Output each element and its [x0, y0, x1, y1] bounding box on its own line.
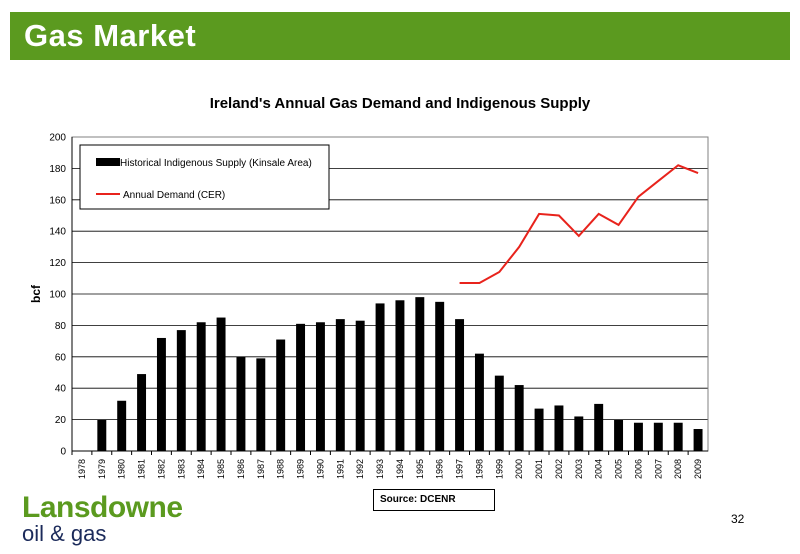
bar: [375, 303, 385, 451]
y-tick-label: 60: [55, 352, 67, 363]
bar: [534, 408, 544, 451]
bar: [415, 297, 425, 451]
demand-line: [459, 164, 699, 285]
bar: [97, 419, 107, 451]
bar: [196, 322, 206, 451]
x-tick-label: 1999: [494, 459, 504, 479]
y-tick-label: 180: [49, 164, 66, 175]
x-tick-label: 1994: [395, 459, 405, 479]
company-logo: Lansdowne oil & gas: [22, 493, 183, 545]
bar: [594, 403, 604, 451]
x-tick-label: 2008: [673, 459, 683, 479]
bar: [653, 422, 663, 451]
y-tick-label: 200: [49, 133, 66, 144]
bar: [236, 356, 246, 451]
x-tick-label: 1982: [156, 459, 166, 479]
x-tick-label: 2001: [534, 459, 544, 479]
y-tick-label: 160: [49, 195, 66, 206]
bar: [335, 319, 345, 451]
bar: [395, 300, 405, 451]
bar: [176, 330, 186, 451]
x-tick-label: 1997: [455, 459, 465, 479]
x-tick-label: 2000: [514, 459, 524, 479]
bar: [216, 317, 226, 451]
x-tick-label: 2002: [554, 459, 564, 479]
x-tick-label: 2003: [574, 459, 584, 479]
x-tick-label: 1981: [137, 459, 147, 479]
x-tick-label: 1983: [176, 459, 186, 479]
x-tick-label: 1986: [236, 459, 246, 479]
bar: [455, 319, 465, 451]
chart-title: Ireland's Annual Gas Demand and Indigeno…: [209, 95, 591, 112]
x-tick-label: 1980: [117, 459, 127, 479]
bar: [156, 337, 166, 451]
bar: [494, 375, 504, 451]
page-number: 32: [731, 512, 745, 526]
x-tick-label: 1998: [474, 459, 484, 479]
legend-label-demand: Annual Demand (CER): [123, 190, 225, 201]
x-tick-label: 1990: [315, 459, 325, 479]
x-tick-label: 1995: [415, 459, 425, 479]
x-tick-label: 2004: [594, 459, 604, 479]
bar: [137, 374, 147, 451]
x-tick-label: 1985: [216, 459, 226, 479]
x-tick-label: 2007: [653, 459, 663, 479]
bar: [574, 416, 584, 451]
x-tick-label: 1992: [355, 459, 365, 479]
logo-subtitle: oil & gas: [22, 521, 107, 546]
x-tick-label: 1984: [196, 459, 206, 479]
source-label: Source: DCENR: [373, 489, 495, 511]
bar: [693, 429, 703, 451]
bar: [276, 339, 286, 451]
y-tick-label: 140: [49, 227, 66, 238]
x-tick-label: 1989: [296, 459, 306, 479]
page-title: Gas Market: [24, 18, 197, 53]
y-tick-label: 120: [49, 258, 66, 269]
x-tick-label: 2009: [693, 459, 703, 479]
bar: [315, 322, 325, 451]
legend-swatch-supply: [96, 158, 120, 166]
x-tick-label: 1993: [375, 459, 385, 479]
bar: [633, 422, 643, 451]
bar: [256, 358, 266, 451]
y-tick-label: 100: [49, 290, 66, 301]
x-tick-label: 2005: [614, 459, 624, 479]
bar: [673, 422, 683, 451]
x-tick-label: 1991: [335, 459, 345, 479]
x-tick-label: 2006: [633, 459, 643, 479]
bar: [554, 405, 564, 451]
x-tick-label: 1979: [97, 459, 107, 479]
x-tick-label: 1996: [435, 459, 445, 479]
header-bar: Gas Market: [10, 12, 790, 60]
legend-label-supply: Historical Indigenous Supply (Kinsale Ar…: [120, 158, 312, 169]
bar: [117, 400, 127, 451]
y-tick-label: 20: [55, 415, 67, 426]
x-tick-label: 1987: [256, 459, 266, 479]
y-tick-label: 40: [55, 384, 67, 395]
bar: [435, 301, 445, 451]
x-tick-label: 1978: [77, 459, 87, 479]
bar: [614, 419, 624, 451]
y-tick-label: 0: [60, 447, 66, 458]
y-axis-label: bcf: [29, 284, 43, 303]
logo-name: Lansdowne: [22, 491, 183, 524]
bar: [514, 385, 524, 451]
y-tick-label: 80: [55, 321, 67, 332]
x-tick-label: 1988: [276, 459, 286, 479]
bar: [474, 353, 484, 451]
bar: [296, 323, 306, 451]
legend: [79, 144, 330, 210]
bar: [355, 320, 365, 451]
